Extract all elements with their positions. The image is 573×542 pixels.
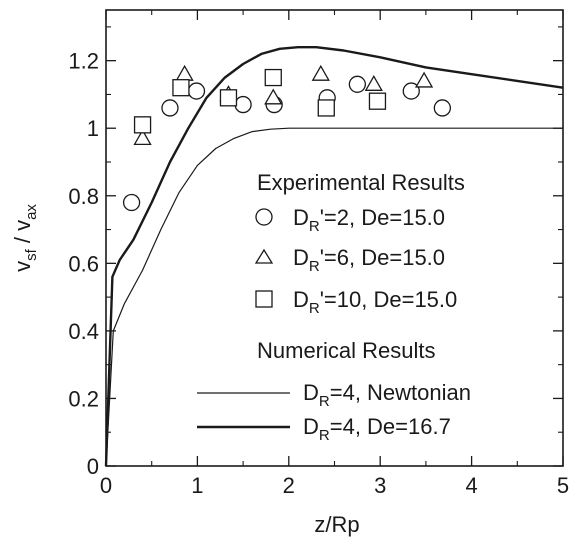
y-tick-label: 1.2 [68, 49, 99, 74]
circle-point [234, 95, 252, 114]
circle-point [348, 75, 367, 93]
circle-point [433, 99, 452, 117]
line-newtonian [105, 127, 563, 467]
y-tick-label: 0.6 [68, 251, 99, 276]
triangle-point [311, 64, 330, 81]
legend-entry-1: DR'=2, De=15.0 [293, 205, 445, 235]
x-axis-title: z/Rp [314, 512, 359, 537]
triangle-point [175, 64, 194, 81]
circle-point [122, 193, 141, 212]
triangle-point [414, 71, 434, 88]
legend-heading-experimental: Experimental Results [257, 170, 465, 195]
y-tick-label: 1 [87, 116, 99, 141]
circle-point [161, 99, 179, 117]
line-series [104, 46, 564, 467]
x-tick-label: 4 [465, 473, 477, 498]
legend-entry-5: DR=4, De=16.7 [303, 414, 451, 444]
x-tick-label: 3 [374, 473, 386, 498]
square-point [172, 79, 190, 97]
x-tick-label: 0 [100, 473, 112, 498]
legend-entry-2: DR'=6, De=15.0 [293, 245, 445, 275]
legend-entry-4: DR=4, Newtonian [303, 380, 471, 410]
square-point [219, 89, 238, 107]
square-point [317, 99, 335, 117]
legend-triangle-marker [254, 248, 274, 264]
y-axis-title: vsf / vax [10, 204, 40, 272]
line-de-16-7 [104, 46, 564, 467]
y-tick-label: 0.4 [68, 319, 99, 344]
triangle-point [364, 75, 383, 91]
circle-point [187, 82, 206, 100]
legend-heading-numerical: Numerical Results [257, 338, 436, 363]
y-tick-label: 0.2 [68, 386, 99, 411]
square-point [368, 92, 387, 110]
y-tick-label: 0.8 [68, 184, 99, 209]
legend-square-marker [255, 290, 273, 308]
x-tick-label: 2 [283, 473, 295, 498]
legend-circle-marker [255, 208, 273, 226]
legend-entry-3: DR'=10, De=15.0 [293, 287, 457, 317]
triangle-point [133, 129, 152, 146]
x-tick-label: 1 [191, 473, 203, 498]
y-tick-label: 0 [87, 454, 99, 479]
scatter-points [122, 64, 452, 212]
axes: 0 1 2 3 4 5 0 0.2 0.4 0.6 0.8 1 1.2 [68, 9, 569, 498]
square-point [264, 68, 282, 87]
triangle-point [264, 88, 283, 105]
x-tick-label: 5 [557, 473, 569, 498]
square-point [133, 116, 152, 134]
legend: Experimental Results DR'=2, De=15.0 DR'=… [197, 170, 471, 444]
